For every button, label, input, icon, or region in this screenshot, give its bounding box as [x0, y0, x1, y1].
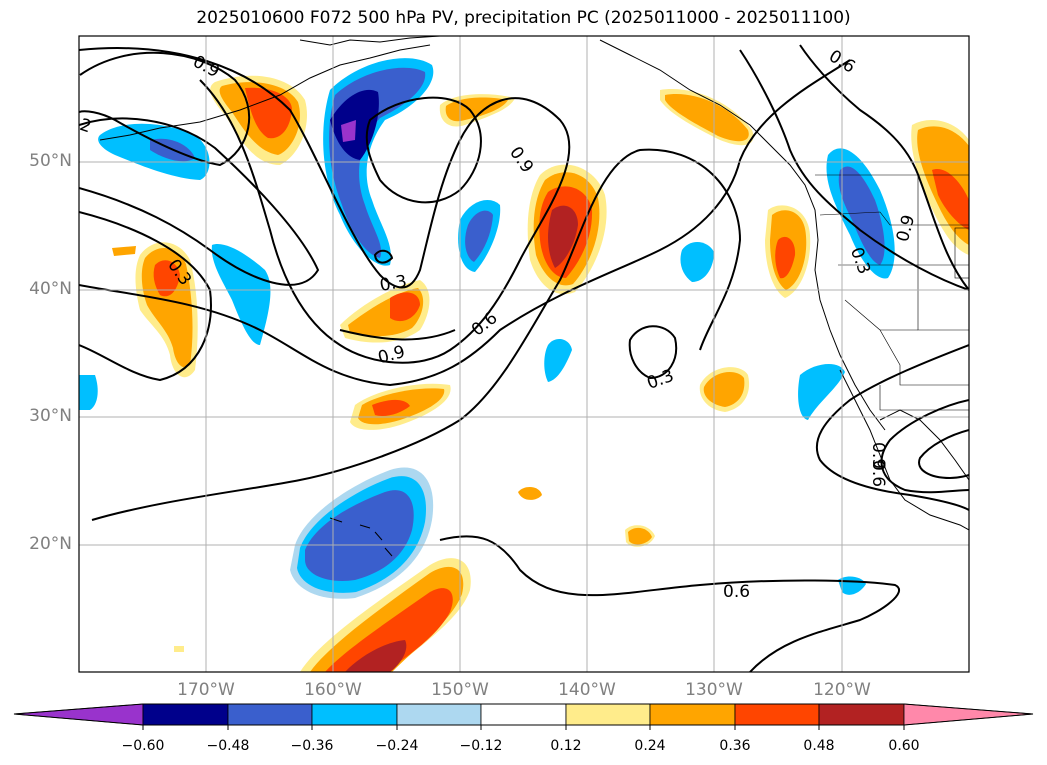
- plot-area: [79, 36, 969, 672]
- colorbar-seg-1: [142, 703, 229, 726]
- colorbar-tick-label: −0.36: [290, 738, 334, 754]
- lat-label: 30°N: [29, 406, 72, 426]
- lon-label: 150°W: [431, 680, 489, 700]
- colorbar-seg-2: [227, 703, 313, 726]
- lon-label: 160°W: [304, 680, 362, 700]
- pv-contours: [79, 44, 969, 672]
- colorbar-seg-8: [734, 703, 820, 726]
- contour-label: 0.6: [723, 582, 750, 602]
- colorbar-tick-label: 0.12: [550, 738, 582, 754]
- borders: [815, 174, 969, 411]
- colorbar-seg-6: [565, 703, 651, 726]
- lon-label: 170°W: [177, 680, 235, 700]
- contour-label: 0.3: [378, 272, 408, 296]
- colorbar-seg-10: [903, 703, 1034, 726]
- colorbar-tick-label: −0.24: [375, 738, 419, 754]
- colorbar-seg-0: [13, 703, 144, 726]
- lon-label: 120°W: [813, 680, 871, 700]
- colorbar-tick-label: −0.60: [121, 738, 165, 754]
- colorbar: [13, 703, 1034, 730]
- colorbar-seg-7: [649, 703, 736, 726]
- colorbar-seg-3: [311, 703, 398, 726]
- colorbar-seg-4: [396, 703, 482, 726]
- map-title: 2025010600 F072 500 hPa PV, precipitatio…: [196, 8, 851, 28]
- colorbar-tick-label: 0.48: [803, 738, 835, 754]
- colorbar-tick-label: 0.24: [634, 738, 666, 754]
- colorbar-seg-5: [480, 703, 567, 726]
- colorbar-tick-label: 0.36: [719, 738, 751, 754]
- lat-label: 20°N: [29, 534, 72, 554]
- gridlines: [79, 36, 969, 672]
- lat-label: 40°N: [29, 279, 72, 299]
- lat-label: 50°N: [29, 151, 72, 171]
- plot-frame: [78, 35, 970, 673]
- contour-label: 0.6: [868, 460, 888, 487]
- contour-label: 0.9: [868, 442, 888, 469]
- colorbar-tick-label: 0.60: [888, 738, 920, 754]
- colorbar-tick-label: −0.12: [459, 738, 503, 754]
- colorbar-tick-label: −0.48: [206, 738, 250, 754]
- colorbar-seg-9: [818, 703, 905, 726]
- lon-label: 130°W: [685, 680, 743, 700]
- lon-label: 140°W: [558, 680, 616, 700]
